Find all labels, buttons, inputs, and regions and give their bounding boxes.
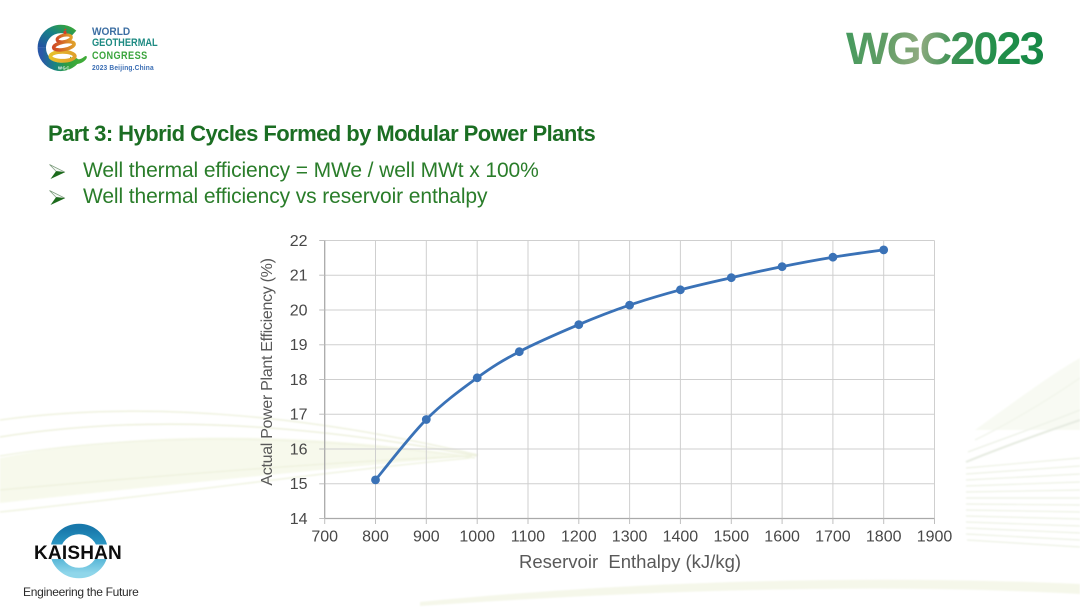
svg-text:1200: 1200 — [561, 529, 597, 546]
svg-text:1800: 1800 — [866, 529, 902, 546]
svg-text:18: 18 — [290, 372, 308, 389]
svg-text:Reservoir Enthalpy (kJ/kg): Reservoir Enthalpy (kJ/kg) — [519, 551, 741, 572]
svg-text:17: 17 — [290, 407, 308, 424]
svg-text:1900: 1900 — [917, 529, 953, 546]
svg-text:22: 22 — [290, 233, 308, 250]
svg-text:700: 700 — [311, 529, 338, 546]
svg-text:16: 16 — [290, 441, 308, 458]
svg-text:15: 15 — [290, 476, 308, 493]
svg-text:1500: 1500 — [714, 529, 750, 546]
svg-text:1400: 1400 — [663, 529, 699, 546]
svg-text:1600: 1600 — [764, 529, 800, 546]
svg-text:20: 20 — [290, 302, 308, 319]
svg-text:19: 19 — [290, 337, 308, 354]
svg-text:14: 14 — [290, 511, 308, 528]
svg-text:1100: 1100 — [511, 529, 546, 546]
svg-text:WGC: WGC — [58, 65, 70, 70]
svg-text:1700: 1700 — [815, 529, 851, 546]
svg-text:21: 21 — [290, 268, 308, 285]
svg-text:Actual Power Plant Efficiency: Actual Power Plant Efficiency (%) — [259, 258, 276, 485]
svg-text:900: 900 — [413, 529, 440, 546]
svg-text:1000: 1000 — [459, 529, 495, 546]
svg-text:800: 800 — [362, 529, 389, 546]
svg-text:1300: 1300 — [612, 529, 648, 546]
